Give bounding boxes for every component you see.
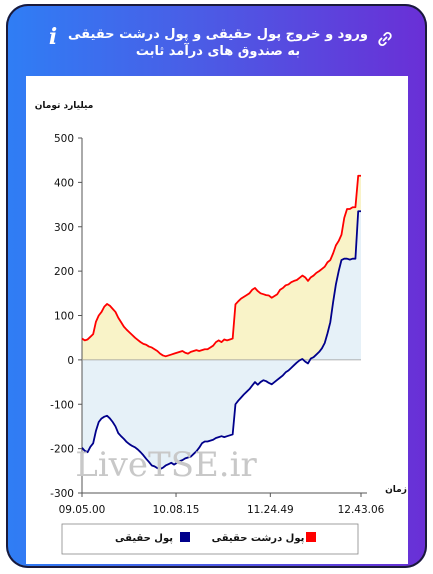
x-tick-label: 09.05.00 bbox=[59, 504, 106, 516]
y-tick-label: -300 bbox=[50, 488, 74, 500]
legend-swatch-series-1[interactable] bbox=[306, 532, 316, 542]
y-tick-label: -100 bbox=[50, 399, 74, 411]
series-line-1[interactable] bbox=[81, 174, 361, 358]
legend-swatch-series-0[interactable] bbox=[180, 532, 190, 542]
chart-card: i ورود و خروج پول حقیقی و پول درشت حقیقی… bbox=[6, 4, 427, 568]
legend-label-series-0: پول حقیقی bbox=[115, 533, 173, 544]
y-axis-unit-label: میلیارد تومان bbox=[35, 101, 94, 111]
x-tick-label: 10.08.15 bbox=[153, 504, 200, 516]
x-axis-label: زمان bbox=[385, 485, 407, 495]
y-tick-label: 300 bbox=[54, 222, 74, 234]
y-tick-label: 400 bbox=[54, 177, 74, 189]
link-icon[interactable] bbox=[376, 30, 394, 48]
y-tick-label: 500 bbox=[54, 133, 74, 145]
chart-legend: پول حقیقی پول درشت حقیقی bbox=[61, 523, 359, 555]
x-tick-label: 11.24.49 bbox=[247, 504, 294, 516]
y-tick-label: -200 bbox=[50, 444, 74, 456]
legend-label-series-1: پول درشت حقیقی bbox=[212, 533, 305, 544]
info-icon[interactable]: i bbox=[48, 24, 58, 50]
y-tick-label: 100 bbox=[54, 311, 74, 323]
y-tick-label: 0 bbox=[67, 355, 74, 367]
watermark: LiveTSE.ir bbox=[75, 445, 257, 485]
area-fill-series-0 bbox=[82, 211, 361, 470]
card-header: i ورود و خروج پول حقیقی و پول درشت حقیقی… bbox=[6, 4, 427, 74]
chart-panel: میلیارد تومان زمان LiveTSE.ir -300 -200 -1… bbox=[26, 76, 408, 564]
chart-title: ورود و خروج پول حقیقی و پول درشت حقیقی ب… bbox=[68, 27, 368, 59]
line-chart: میلیارد تومان زمان LiveTSE.ir -300 -200 -1… bbox=[35, 101, 407, 555]
y-tick-label: 200 bbox=[54, 266, 74, 278]
area-fill-series-1 bbox=[82, 175, 361, 360]
x-tick-label: 12.43.06 bbox=[338, 504, 385, 516]
series-line-0[interactable] bbox=[81, 210, 361, 470]
